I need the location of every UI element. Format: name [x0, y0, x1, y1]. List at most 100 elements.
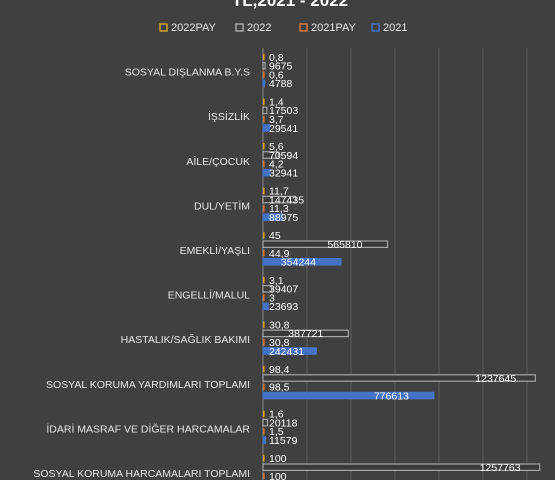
bar-2022pay	[263, 98, 265, 105]
bar-2022	[262, 151, 280, 159]
bar-2021pay	[263, 71, 265, 78]
bar-2021	[262, 79, 266, 88]
bar-2022pay	[263, 187, 265, 194]
bar-2021	[262, 347, 317, 355]
bar-2021pay	[263, 116, 265, 123]
data-label-2021pay: 100	[269, 471, 287, 480]
bar-2022	[262, 61, 266, 70]
bar-2022pay	[263, 321, 265, 328]
category-label: EMEKLİ/YAŞLI	[180, 244, 250, 257]
bar-2021pay	[263, 383, 265, 390]
category-label: DUL/YETİM	[194, 199, 250, 212]
data-label-2022: 1237645	[475, 373, 516, 385]
category-label: İDARİ MASRAF VE DİĞER HARCAMALAR	[46, 422, 250, 435]
data-label-2021: 88975	[269, 212, 298, 224]
data-label-2021pay: 3,7	[269, 114, 284, 126]
data-label-2021pay: 98,5	[269, 382, 290, 394]
legend-swatch-2021pay	[299, 23, 308, 32]
legend-label-2021pay: 2021PAY	[311, 22, 357, 34]
category-label: SOSYAL KORUMA YARDIMLARI TOPLAMI	[46, 379, 250, 391]
category-label: SOSYAL KORUMA HARCAMALARI TOPLAMI	[33, 468, 250, 480]
data-label-2021: 11579	[269, 435, 298, 447]
bar-2021	[262, 436, 267, 445]
bar-2022pay	[263, 455, 265, 462]
bar-2022	[262, 418, 269, 427]
category-label: ENGELLİ/MALUL	[168, 289, 250, 302]
data-label-2021pay: 11,3	[269, 203, 289, 215]
data-label-2021: 32941	[269, 167, 298, 179]
data-label-2022pay: 1,6	[269, 409, 284, 421]
bar-2021	[262, 258, 342, 266]
data-label-2022pay: 3,1	[269, 275, 284, 287]
legend-label-2021: 2021	[383, 22, 407, 34]
data-label-2022pay: 30,8	[269, 319, 290, 331]
data-label-2021pay: 44,9	[269, 248, 290, 260]
data-label-2022pay: 11,7	[269, 186, 289, 198]
bar-2021pay	[263, 249, 265, 257]
category-label: HASTALIK/SAĞLIK BAKIMI	[121, 333, 250, 346]
data-label-2022pay: 98,4	[269, 364, 290, 376]
bar-2021pay	[263, 294, 265, 301]
data-label-2022: 17503	[269, 105, 298, 117]
bar-2021	[262, 124, 271, 132]
data-label-2021pay: 4,2	[269, 159, 284, 171]
data-label-2022: 147435	[269, 194, 304, 206]
data-label-2021pay: 0,6	[269, 69, 284, 81]
bar-2022	[262, 285, 273, 293]
bar-2022pay	[263, 410, 265, 417]
bar-2021	[262, 302, 269, 311]
bar-2022pay	[263, 366, 265, 373]
category-label: AİLE/ÇOCUK	[186, 155, 250, 168]
category-label: İŞSİZLİK	[208, 110, 250, 123]
bar-2022	[262, 329, 349, 338]
legend-label-2022: 2022	[247, 22, 271, 34]
bar-2021pay	[263, 205, 265, 212]
bar-2021pay	[263, 472, 265, 480]
data-label-2021: 242431	[269, 346, 304, 358]
data-label-2022: 1257763	[480, 462, 521, 474]
bar-2022	[262, 374, 536, 382]
chart-legend: 2022PAY 2022 2021PAY 2021	[159, 22, 407, 34]
data-label-2021pay: 1,5	[269, 426, 284, 438]
data-label-2022pay: 5,6	[269, 141, 284, 153]
data-label-2022: 20118	[269, 417, 298, 429]
bar-2021	[262, 168, 271, 177]
bar-2021	[262, 391, 435, 400]
bar-2021pay	[263, 160, 265, 167]
legend-swatch-2022	[235, 23, 244, 32]
legend-swatch-2021	[371, 23, 380, 32]
legend-swatch-2022pay	[159, 23, 168, 32]
bar-2022	[262, 463, 541, 472]
chart-title: TL,2021 - 2022	[232, 0, 348, 10]
bar-2022pay	[263, 143, 265, 150]
data-label-2022: 70594	[269, 150, 298, 162]
category-label: SOSYAL DIŞLANMA B.Y.S	[125, 67, 250, 79]
data-label-2022pay: 45	[269, 230, 281, 242]
bar-2022pay	[263, 276, 265, 284]
bar-2022	[262, 195, 297, 204]
bar-2022	[262, 240, 389, 249]
data-label-2022pay: 1,4	[269, 96, 284, 108]
bar-2022pay	[263, 53, 265, 61]
data-label-2021pay: 3	[269, 292, 275, 304]
bar-2021pay	[263, 339, 265, 346]
data-label-2021: 354244	[281, 257, 316, 269]
bar-2021pay	[263, 428, 265, 435]
data-label-2022: 387721	[288, 328, 323, 340]
data-label-2021: 29541	[269, 123, 298, 135]
bar-2022	[262, 106, 268, 115]
data-label-2022: 39407	[269, 284, 298, 296]
data-label-2022pay: 0,8	[269, 52, 284, 64]
legend-label-2022pay: 2022PAY	[171, 22, 217, 34]
bar-2022pay	[263, 232, 265, 239]
data-label-2021: 776613	[374, 390, 409, 402]
data-label-2022: 565810	[327, 239, 362, 251]
data-label-2022: 9675	[269, 61, 293, 73]
data-label-2021: 23693	[269, 301, 298, 313]
data-label-2021: 4788	[269, 78, 293, 90]
data-label-2022pay: 100	[269, 453, 287, 465]
bar-2021	[262, 213, 284, 222]
